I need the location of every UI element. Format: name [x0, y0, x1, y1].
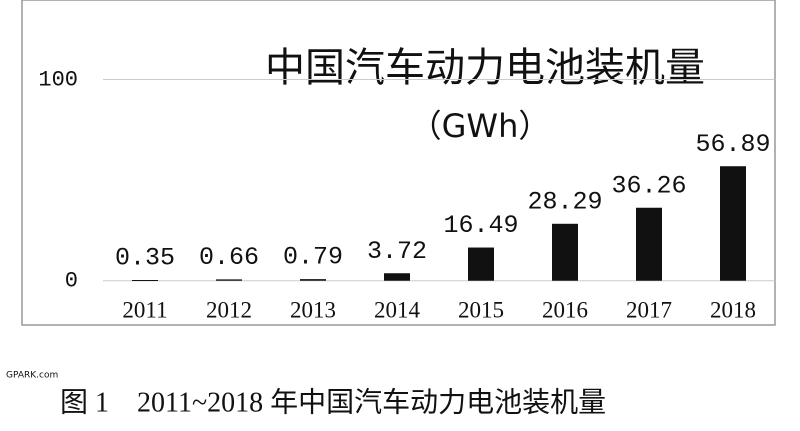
value-label: 36.26 — [611, 171, 686, 200]
bar — [552, 223, 578, 281]
chart-subtitle: （GWh） — [410, 107, 551, 145]
value-label: 0.35 — [115, 244, 175, 273]
x-tick-label: 2012 — [206, 297, 252, 322]
x-tick-label: 2016 — [542, 297, 588, 322]
bar — [720, 166, 746, 281]
caption: 图 1 2011~2018 年中国汽车动力电池装机量 — [60, 386, 606, 418]
x-tick-label: 2011 — [122, 297, 167, 322]
bar — [300, 279, 326, 281]
x-tick-label: 2017 — [626, 297, 672, 322]
x-tick-label: 2014 — [374, 297, 421, 322]
value-label: 16.49 — [443, 211, 518, 240]
y-tick-label: 0 — [65, 269, 78, 294]
value-label: 0.66 — [199, 243, 259, 272]
watermark: GPARK.com — [6, 371, 58, 381]
bar — [636, 207, 662, 281]
chart-title: 中国汽车动力电池装机量 — [265, 45, 705, 91]
value-label: 28.29 — [527, 187, 602, 216]
bar — [216, 279, 242, 281]
value-label: 56.89 — [695, 130, 770, 159]
bar — [384, 273, 410, 281]
x-tick-label: 2013 — [290, 297, 336, 322]
value-label: 0.79 — [283, 243, 343, 272]
bar — [132, 280, 158, 282]
x-tick-label: 2015 — [458, 297, 504, 322]
bar — [468, 247, 494, 281]
x-tick-label: 2018 — [710, 297, 756, 322]
value-label: 3.72 — [367, 237, 427, 266]
y-tick-label: 100 — [38, 67, 78, 92]
